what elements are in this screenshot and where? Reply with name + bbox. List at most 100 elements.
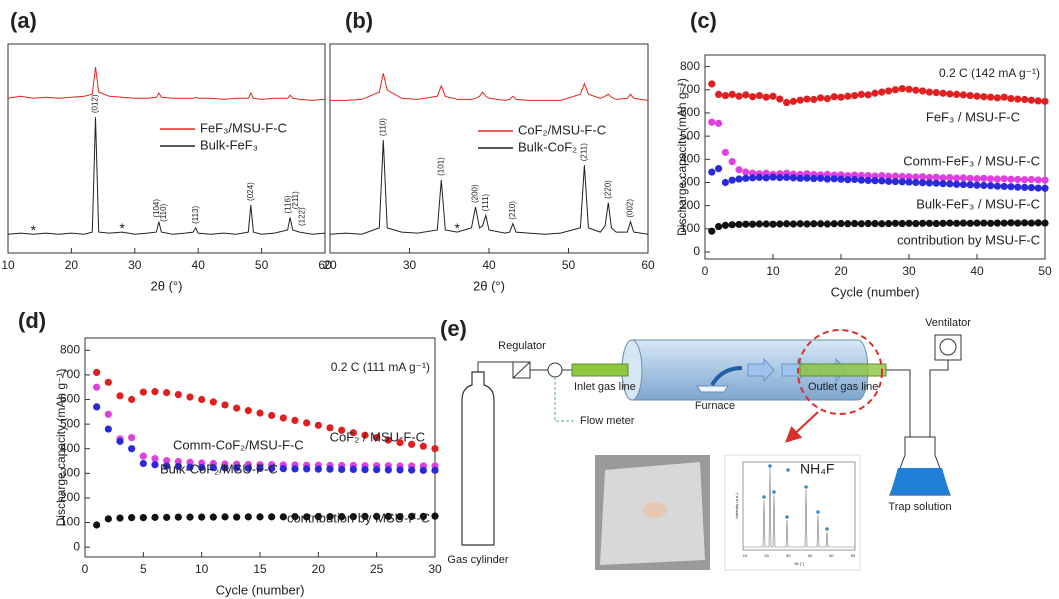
data-point — [898, 219, 906, 228]
data-point — [209, 513, 217, 521]
data-point — [932, 219, 940, 228]
data-point — [946, 180, 954, 188]
x-tick-label: 30 — [403, 258, 417, 272]
x-axis-label: Cycle (number) — [216, 582, 305, 597]
x-tick-label: 20 — [834, 264, 848, 278]
data-point — [256, 464, 264, 473]
legend-label: Bulk-CoF₂ — [518, 139, 577, 154]
series-label: CoF₂ / MSU-F-C — [330, 429, 425, 444]
data-point — [823, 175, 832, 183]
panel-label: (e) — [440, 316, 467, 341]
data-point — [93, 368, 101, 377]
data-point — [708, 168, 716, 176]
data-point — [721, 178, 730, 187]
ventilator-fan — [939, 338, 957, 356]
data-point — [796, 96, 804, 104]
data-point — [830, 93, 838, 101]
data-point — [1007, 175, 1015, 183]
data-point — [966, 219, 974, 227]
peak-label: (116) — [283, 195, 292, 213]
data-point — [1007, 183, 1015, 191]
panel-label: (a) — [10, 8, 37, 33]
ventilator-label: Ventilator — [925, 317, 971, 329]
data-point — [851, 175, 859, 184]
data-point — [837, 175, 845, 183]
data-point — [939, 219, 947, 227]
furnace-boat — [696, 385, 729, 393]
x-tick-label: 50 — [1038, 264, 1052, 278]
data-point — [1000, 93, 1008, 101]
gas-pipe — [477, 361, 572, 372]
data-point — [163, 513, 171, 521]
highlight-arrow — [785, 411, 819, 443]
inset-tick-label: 40 — [808, 553, 813, 558]
data-point — [1021, 219, 1029, 227]
inset-ticks: 10 20 30 40 50 60 — [743, 553, 856, 558]
data-point — [885, 172, 893, 180]
data-point — [268, 464, 276, 473]
y-tick-label: 700 — [60, 367, 80, 381]
data-point — [980, 219, 988, 227]
inset-tick-label: 60 — [851, 553, 856, 558]
data-point — [1014, 175, 1022, 184]
x-axis-label: 2θ (°) — [473, 278, 505, 293]
data-point — [742, 220, 750, 228]
data-point — [885, 87, 893, 95]
data-point — [128, 514, 136, 522]
data-point — [1041, 97, 1049, 105]
data-point — [755, 91, 764, 100]
peak-label: (211) — [580, 143, 589, 161]
peak-label: (111) — [481, 194, 490, 212]
data-point — [980, 174, 988, 182]
data-point — [384, 466, 392, 474]
outlet-label: Outlet gas line — [808, 381, 878, 393]
data-point — [837, 93, 845, 101]
data-point — [233, 464, 241, 472]
data-point — [932, 88, 940, 97]
data-point — [721, 91, 730, 100]
x-tick-label: 10 — [766, 264, 780, 278]
data-point — [857, 90, 866, 99]
diagram: (e) Gas cylinder Regulator Flow meter In… — [440, 316, 971, 571]
y-axis-label: Discharge capacity (mAh g⁻¹) — [54, 369, 68, 527]
peak-label: (220) — [603, 180, 612, 199]
data-point — [925, 179, 934, 187]
data-point — [244, 513, 252, 521]
data-point — [139, 452, 147, 460]
data-point — [279, 513, 287, 521]
x-tick-label: 10 — [1, 258, 15, 272]
data-point — [905, 178, 913, 186]
data-point — [1014, 219, 1022, 227]
data-point — [104, 425, 112, 433]
y-tick-label: 100 — [60, 515, 80, 529]
data-point — [776, 95, 784, 103]
data-point — [361, 466, 369, 474]
data-point — [905, 85, 913, 93]
data-point — [128, 434, 136, 442]
data-point — [735, 175, 743, 183]
data-point — [993, 219, 1002, 227]
data-point — [885, 177, 893, 185]
data-point — [878, 177, 886, 185]
data-point — [1027, 96, 1035, 104]
series-label: Comm-FeF₃ / MSU-F-C — [903, 153, 1040, 168]
trap-label: Trap solution — [888, 501, 951, 513]
peak-label: (104) — [152, 199, 161, 218]
data-point — [959, 180, 968, 189]
x-tick-label: 40 — [970, 264, 984, 278]
series-label: FeF₃ / MSU-F-C — [926, 109, 1020, 124]
y-tick-label: 200 — [60, 490, 80, 504]
flow-meter-label: Flow meter — [580, 415, 635, 427]
data-point — [1041, 176, 1049, 184]
data-point — [959, 91, 968, 99]
data-point — [932, 173, 940, 181]
data-point — [953, 180, 961, 188]
peak-label: (113) — [191, 206, 200, 224]
data-point — [419, 442, 427, 450]
data-point — [174, 462, 182, 471]
x-tick-label: 0 — [82, 562, 89, 576]
data-point — [953, 90, 961, 99]
data-point — [1041, 184, 1049, 192]
data-point — [151, 388, 159, 396]
data-point — [735, 166, 743, 174]
